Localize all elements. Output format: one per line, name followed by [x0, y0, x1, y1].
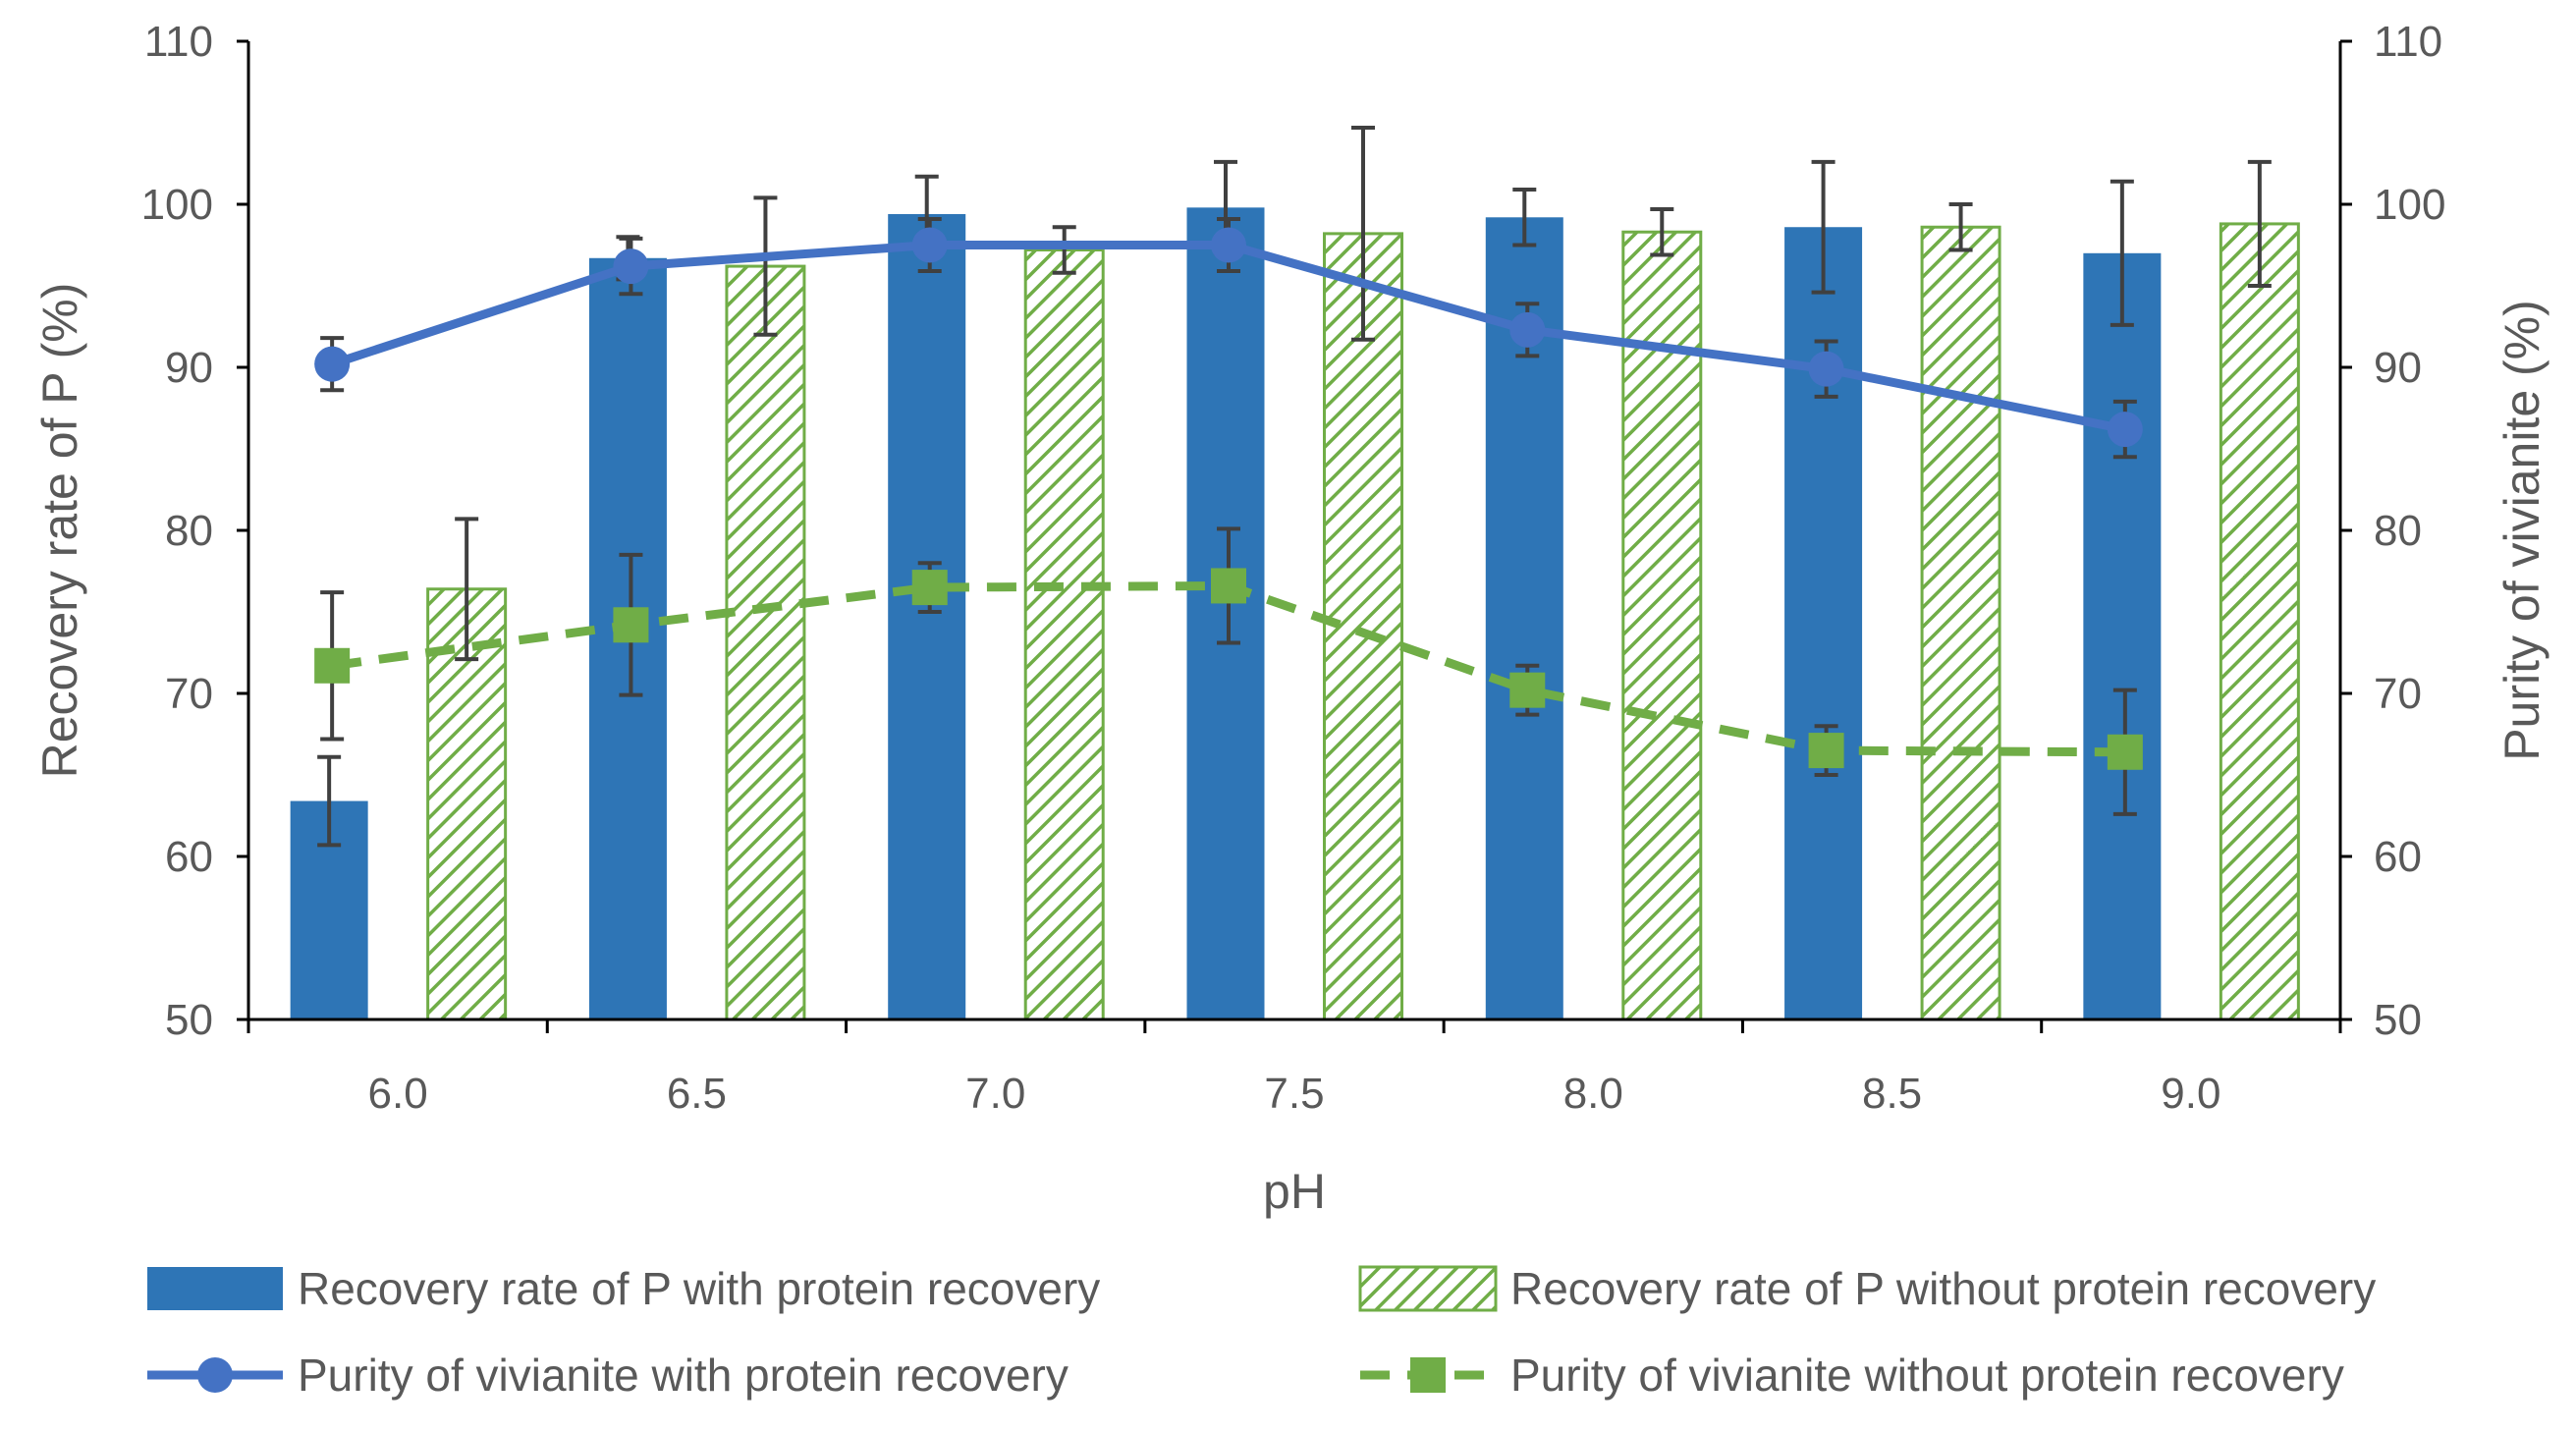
y-axis-title-right: Purity of vivianite (%) [2494, 300, 2549, 761]
legend-swatch-1 [1358, 1265, 1498, 1312]
lines-layer [314, 216, 2143, 816]
marker-line-purity-with-protein-9.0 [2107, 412, 2143, 448]
bar-without-protein-6.5 [725, 264, 806, 1021]
errorbar-bar-with-protein-9.0 [2110, 179, 2134, 327]
marker-line-purity-with-protein-8.0 [1509, 311, 1546, 348]
y-tick-label-right-110: 110 [2374, 18, 2442, 66]
errorbar-bar-without-protein-8.0 [1650, 206, 1674, 257]
y-tick-label-left-60: 60 [165, 833, 213, 881]
errorbar-bar-with-protein-8.0 [1512, 188, 1537, 248]
y-tick-label-right-80: 80 [2374, 507, 2422, 555]
legend: Recovery rate of P with protein recovery… [147, 1263, 2376, 1401]
errorbar-bar-without-protein-7.5 [1351, 125, 1375, 342]
marker-line-purity-without-protein-9.0 [2107, 734, 2143, 770]
legend-swatch-marker-2 [197, 1357, 233, 1393]
marker-line-purity-with-protein-7.5 [1211, 227, 1246, 263]
legend-label-2: Purity of vivianite with protein recover… [298, 1349, 1069, 1401]
y-tick-label-left-110: 110 [144, 18, 213, 66]
legend-label-1: Recovery rate of P without protein recov… [1510, 1263, 2376, 1314]
legend-label-0: Recovery rate of P with protein recovery [298, 1263, 1100, 1314]
y-tick-label-right-70: 70 [2374, 670, 2422, 718]
x-tick-label-7.5: 7.5 [1264, 1070, 1324, 1118]
x-tick-label-7.0: 7.0 [965, 1070, 1025, 1118]
x-tick-label-8.0: 8.0 [1563, 1070, 1623, 1118]
marker-line-purity-without-protein-7.0 [911, 570, 948, 606]
marker-line-purity-with-protein-6.5 [613, 248, 649, 285]
y-tick-label-left-90: 90 [165, 344, 213, 392]
legend-label-3: Purity of vivianite without protein reco… [1510, 1349, 2344, 1401]
errorbar-bar-with-protein-6.0 [317, 754, 342, 848]
errorbar-bar-without-protein-6.0 [455, 517, 479, 662]
y-tick-label-left-70: 70 [165, 670, 213, 718]
marker-line-purity-without-protein-7.5 [1211, 568, 1246, 604]
marker-line-purity-with-protein-8.5 [1808, 351, 1844, 387]
legend-item-3: Purity of vivianite without protein reco… [1360, 1349, 2344, 1401]
bars-layer [290, 125, 2300, 1021]
marker-line-purity-with-protein-7.0 [911, 227, 948, 263]
y-tick-label-left-100: 100 [141, 181, 213, 229]
errorbar-bar-without-protein-6.5 [753, 195, 778, 337]
x-tick-label-9.0: 9.0 [2161, 1070, 2220, 1118]
legend-swatch-marker-3 [1410, 1357, 1446, 1393]
x-tick-label-6.5: 6.5 [667, 1070, 727, 1118]
bar-without-protein-7.0 [1023, 248, 1105, 1021]
errorbar-bar-without-protein-7.0 [1052, 225, 1076, 275]
y-tick-label-left-80: 80 [165, 507, 213, 555]
x-tick-label-6.0: 6.0 [368, 1070, 428, 1118]
marker-line-purity-without-protein-6.0 [314, 647, 351, 684]
bar-without-protein-9.0 [2219, 222, 2300, 1021]
bar-with-protein-7.5 [1186, 207, 1265, 1019]
legend-item-0: Recovery rate of P with protein recovery [147, 1263, 1100, 1314]
marker-line-purity-without-protein-6.5 [613, 607, 649, 643]
y-tick-label-left-50: 50 [165, 996, 213, 1044]
marker-line-purity-with-protein-6.0 [314, 346, 351, 382]
legend-item-2: Purity of vivianite with protein recover… [147, 1349, 1069, 1401]
y-tick-label-right-100: 100 [2374, 181, 2445, 229]
bar-with-protein-8.0 [1485, 217, 1563, 1019]
x-axis-title: pH [1263, 1164, 1326, 1219]
y-tick-label-right-90: 90 [2374, 344, 2422, 392]
bar-with-protein-8.5 [1784, 227, 1863, 1020]
bar-with-protein-7.0 [888, 213, 966, 1019]
bar-without-protein-8.5 [1920, 225, 2001, 1021]
marker-line-purity-without-protein-8.5 [1808, 733, 1844, 769]
y-tick-label-right-50: 50 [2374, 996, 2422, 1044]
axes-layer [237, 39, 2352, 1033]
bar-with-protein-9.0 [2083, 252, 2162, 1019]
legend-swatch-0 [147, 1267, 283, 1310]
errorbar-bar-without-protein-9.0 [2247, 159, 2272, 288]
errorbar-bar-without-protein-8.5 [1948, 202, 1973, 252]
legend-item-1: Recovery rate of P without protein recov… [1358, 1263, 2376, 1314]
y-axis-title-left: Recovery rate of P (%) [32, 283, 87, 779]
labels-layer: 50 50 60 60 70 70 80 80 90 90 100 100 110 110 6.0 6.5 7.… [32, 18, 2549, 1219]
marker-line-purity-without-protein-8.0 [1509, 672, 1546, 708]
y-tick-label-right-60: 60 [2374, 833, 2422, 881]
errorbar-bar-with-protein-8.5 [1811, 159, 1836, 295]
x-tick-label-8.5: 8.5 [1862, 1070, 1922, 1118]
